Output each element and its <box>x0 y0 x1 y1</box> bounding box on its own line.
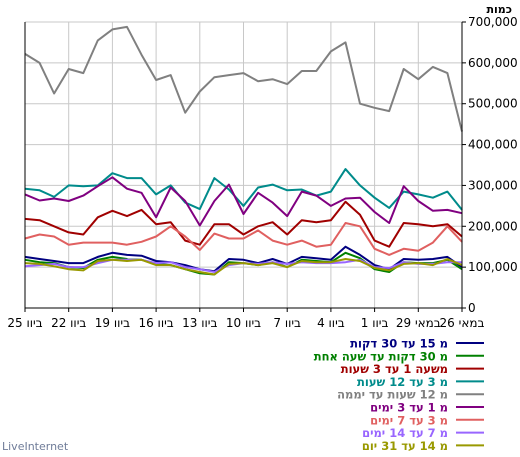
x-tick-label: 19 ביוו <box>95 316 130 330</box>
legend-label: מ 3 עד 7 ימים <box>370 413 448 427</box>
brand-logo-text: LiveInternet <box>2 440 69 453</box>
x-tick-label: 22 ביוו <box>51 316 86 330</box>
legend-label: מ 30 דקות עד שעה אחת <box>314 349 448 363</box>
y-axis-ticks: 0 100,000 200,000 300,000 400,000 500,000 600,… <box>462 15 518 315</box>
y-tick-label: 600,000 <box>468 56 518 70</box>
x-tick-label: 4 ביוו <box>317 316 345 330</box>
x-tick-label: 1 ביוו <box>361 316 389 330</box>
series-line <box>24 25 463 132</box>
legend-label: מ 12 שעות עד יממה <box>337 388 448 402</box>
y-tick-label: 400,000 <box>468 138 518 152</box>
x-tick-label: 13 ביוו <box>182 316 217 330</box>
series-line <box>24 200 463 248</box>
series-line <box>24 176 463 227</box>
y-tick-label: 100,000 <box>468 260 518 274</box>
y-tick-label: 0 <box>468 301 476 315</box>
legend-label: מ 14 עד 31 יום <box>362 439 448 453</box>
y-tick-label: 500,000 <box>468 97 518 111</box>
x-tick-label: 16 ביוו <box>138 316 173 330</box>
legend-label: מ 3 עד 12 שעות <box>357 375 448 389</box>
y-unit-label: כמות <box>487 3 512 16</box>
y-tick-label: 700,000 <box>468 15 518 29</box>
legend-label: מ 7 עד 14 ימים <box>362 426 448 440</box>
legend-label: מ 15 עד 30 דקות <box>350 337 448 351</box>
legend-label: משעה 1 עד 3 שעות <box>341 362 448 376</box>
series-lines <box>24 25 463 276</box>
x-tick-label: 7 ביוו <box>273 316 301 330</box>
legend-label: מ 1 עד 3 ימים <box>370 401 448 415</box>
series-line <box>24 245 463 273</box>
x-tick-label: 29 במאי <box>396 316 441 330</box>
y-tick-label: 200,000 <box>468 219 518 233</box>
x-tick-label: 10 ביוו <box>226 316 261 330</box>
x-axis-ticks: 25 ביוו 22 ביוו 19 ביוו 16 ביוו 13 ביוו 10 בי… <box>7 308 485 330</box>
x-tick-label: 25 ביוו <box>7 316 42 330</box>
series-line <box>24 258 463 276</box>
series-line <box>24 222 463 256</box>
x-tick-label: 26 במאי <box>440 316 485 330</box>
y-tick-label: 300,000 <box>468 178 518 192</box>
